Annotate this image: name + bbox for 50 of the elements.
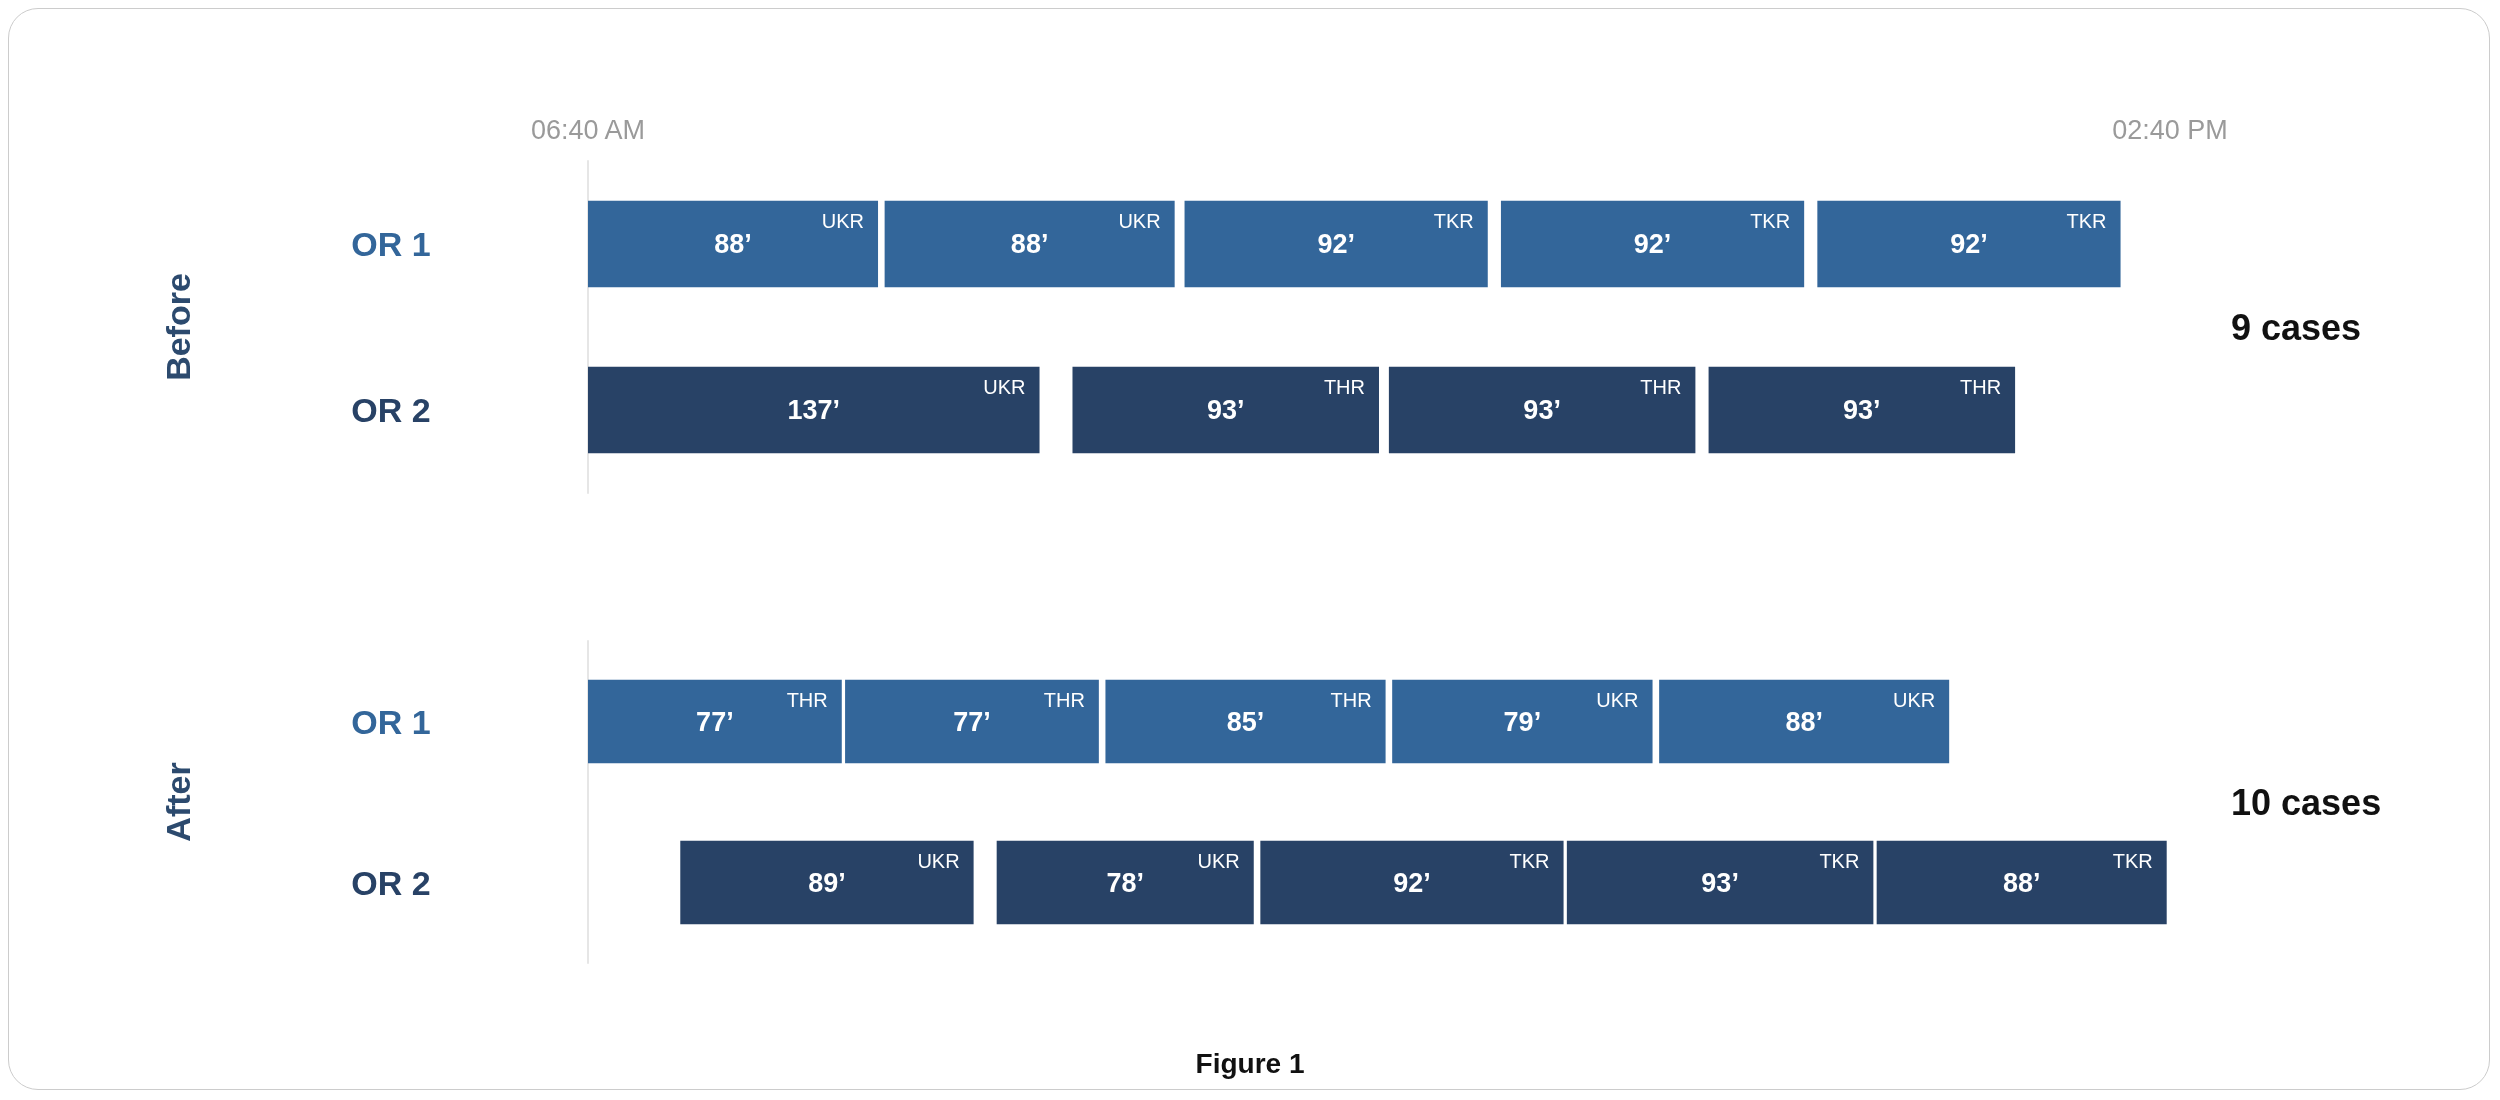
annotation: THR (1959, 375, 2002, 398)
annotation: THR (1330, 688, 1372, 711)
data-label: 89’ (808, 867, 846, 898)
data-label: 78’ (1106, 867, 1144, 898)
data-label: 85’ (1226, 706, 1265, 737)
data-label: 93’ (1843, 395, 1881, 425)
annotation: UKR (1118, 209, 1161, 232)
data-label: 93’ (1701, 867, 1739, 898)
text: 9 cases (2231, 306, 2362, 348)
bar (1817, 200, 2121, 288)
annotation: TKR (1509, 849, 1550, 872)
annotation: THR (1323, 375, 1365, 398)
y-axis-title: After (159, 762, 197, 842)
y-axis-title: Before (159, 273, 197, 381)
y-tick-label: OR 2 (351, 391, 431, 429)
data-label: 88’ (714, 229, 752, 259)
annotation: UKR (917, 849, 960, 872)
annotation: TKR (1750, 209, 1791, 232)
annotation: TKR (2112, 849, 2153, 872)
data-label: 93’ (1206, 395, 1245, 425)
annotation: TKR (1433, 209, 1474, 232)
annotation: THR (1043, 688, 1085, 711)
data-label: 79’ (1503, 706, 1542, 737)
data-label: 88’ (1785, 706, 1823, 737)
data-label: 92’ (1317, 229, 1355, 259)
data-label: 77’ (696, 706, 734, 737)
text: 10 cases (2231, 781, 2382, 823)
annotation: TKR (2066, 209, 2107, 232)
annotation: UKR (821, 209, 865, 232)
annotation: THR (786, 688, 828, 711)
caption: Figure 1 (1195, 1047, 1305, 1079)
data-label: 93’ (1523, 395, 1561, 425)
data-label: 92’ (1950, 229, 1988, 259)
annotation: UKR (1197, 849, 1240, 872)
data-label: 88’ (1010, 229, 1049, 259)
y-tick-label: OR 1 (351, 702, 431, 741)
x-tick-label: 06:40 AM (530, 114, 646, 145)
annotation: THR (1640, 375, 1682, 398)
annotation: UKR (1596, 688, 1639, 711)
data-label: 77’ (953, 706, 991, 737)
y-tick-label: OR 2 (351, 863, 431, 902)
annotation: UKR (1892, 688, 1936, 711)
x-tick-label: 02:40 PM (2112, 114, 2228, 145)
data-label: 137’ (787, 395, 841, 425)
annotation: TKR (1819, 849, 1860, 872)
data-label: 88’ (2002, 867, 2041, 898)
y-tick-label: OR 1 (351, 225, 431, 263)
data-label: 92’ (1393, 867, 1431, 898)
annotation: UKR (983, 375, 1026, 398)
data-label: 92’ (1633, 229, 1672, 259)
